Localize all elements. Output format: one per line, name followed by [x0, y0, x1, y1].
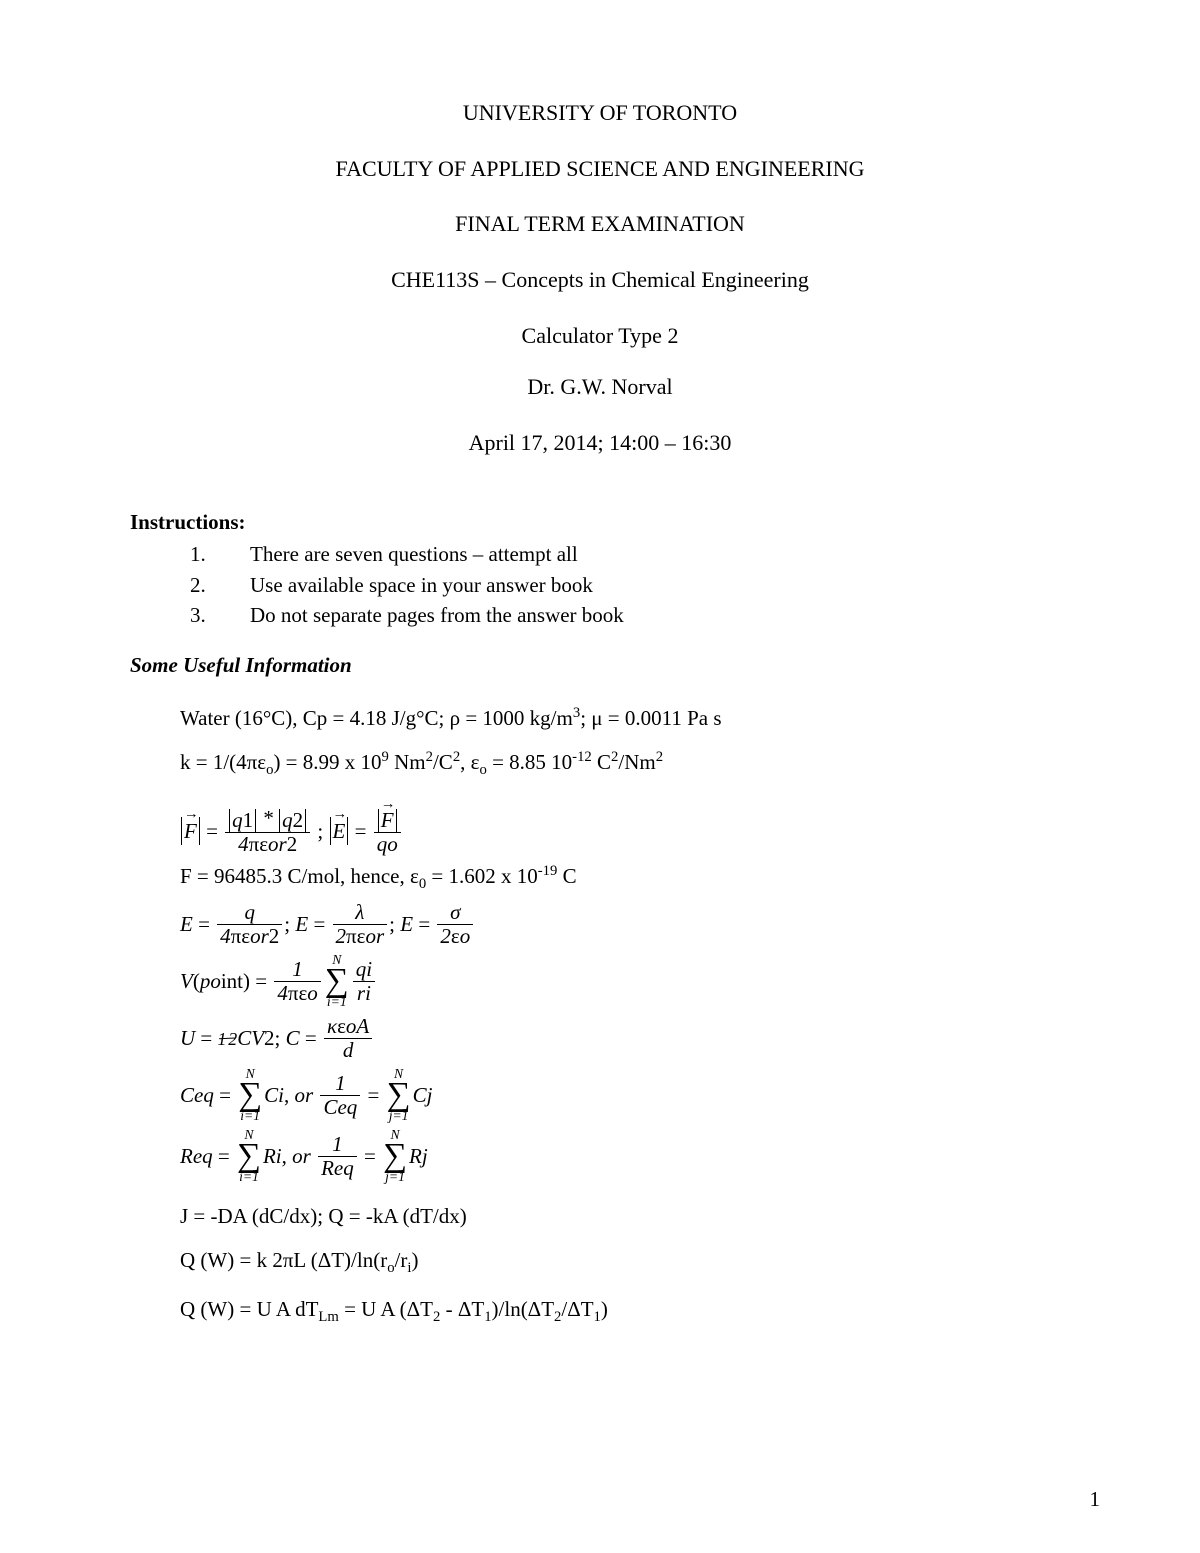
- useful-info-heading: Some Useful Information: [130, 651, 1070, 679]
- text-fragment: k = 1/(4πε: [180, 750, 266, 774]
- calculator-type: Calculator Type 2: [130, 321, 1070, 351]
- instruction-number: 1.: [190, 540, 250, 568]
- exam-page: UNIVERSITY OF TORONTO FACULTY OF APPLIED…: [0, 0, 1200, 1553]
- text-fragment: /r: [395, 1248, 408, 1272]
- formula-block: Water (16°C), Cp = 4.18 J/g°C; ρ = 1000 …: [180, 704, 1070, 1328]
- text-fragment: /Nm: [618, 750, 655, 774]
- instructor-name: Dr. G.W. Norval: [130, 372, 1070, 402]
- text-fragment: Nm: [389, 750, 426, 774]
- text-fragment: Q (W) = U A dT: [180, 1297, 318, 1321]
- text-fragment: /ΔT: [561, 1297, 593, 1321]
- instruction-number: 2.: [190, 571, 250, 599]
- page-number: 1: [1090, 1485, 1101, 1513]
- text-fragment: ): [601, 1297, 608, 1321]
- flux-heat-line: J = -DA (dC/dx); Q = -kA (dT/dx): [180, 1202, 1070, 1230]
- text-fragment: = 8.85 10: [487, 750, 572, 774]
- faculty-name: FACULTY OF APPLIED SCIENCE AND ENGINEERI…: [130, 154, 1070, 184]
- course-code: CHE113S – Concepts in Chemical Engineeri…: [130, 265, 1070, 295]
- resistance-equivalent-formula: Req = N∑i=1 Ri , or 1Req = N∑j=1 Rj: [180, 1129, 1070, 1184]
- text-fragment: - ΔT: [440, 1297, 484, 1321]
- heat-cylinder-line: Q (W) = k 2πL (ΔT)/ln(ro/ri): [180, 1246, 1070, 1279]
- text-fragment: = U A (ΔT: [339, 1297, 433, 1321]
- text-fragment: ; μ = 0.0011 Pa s: [580, 706, 721, 730]
- instruction-number: 3.: [190, 601, 250, 629]
- coulomb-constant-line: k = 1/(4πεo) = 8.99 x 109 Nm2/C2, εo = 8…: [180, 748, 1070, 781]
- text-fragment: C: [557, 864, 576, 888]
- text-fragment: Q (W) = k 2πL (ΔT)/ln(r: [180, 1248, 387, 1272]
- university-name: UNIVERSITY OF TORONTO: [130, 98, 1070, 128]
- instruction-text: Use available space in your answer book: [250, 571, 1070, 599]
- faraday-constant-line: F = 96485.3 C/mol, hence, ε0 = 1.602 x 1…: [180, 862, 1070, 895]
- instruction-item: 2. Use available space in your answer bo…: [190, 571, 1070, 599]
- capacitance-equivalent-formula: Ceq = N∑i=1 Ci , or 1Ceq = N∑j=1 Cj: [180, 1068, 1070, 1123]
- instruction-item: 3. Do not separate pages from the answer…: [190, 601, 1070, 629]
- instruction-text: There are seven questions – attempt all: [250, 540, 1070, 568]
- instruction-item: 1. There are seven questions – attempt a…: [190, 540, 1070, 568]
- text-fragment: C: [592, 750, 611, 774]
- text-fragment: )/ln(ΔT: [492, 1297, 555, 1321]
- text-fragment: Water (16°C), Cp = 4.18 J/g°C; ρ = 1000 …: [180, 706, 573, 730]
- page-header: UNIVERSITY OF TORONTO FACULTY OF APPLIED…: [130, 98, 1070, 458]
- text-fragment: ) = 8.99 x 10: [273, 750, 381, 774]
- potential-formula: V(point) = 1 4πεo N∑i=1 qi ri: [180, 954, 1070, 1009]
- electric-field-formulas: E = q 4πεor2 ; E = λ 2πεor ; E = σ 2εo: [180, 901, 1070, 948]
- coulomb-force-formula: F = q1 * q2 4πεor2 ; E = F qo: [180, 807, 1070, 856]
- instructions-heading: Instructions:: [130, 508, 1070, 536]
- text-fragment: ): [411, 1248, 418, 1272]
- text-fragment: , ε: [460, 750, 479, 774]
- energy-capacitance-formula: U = 1/2 CV2 ; C = κεoA d: [180, 1015, 1070, 1062]
- text-fragment: = 1.602 x 10: [426, 864, 538, 888]
- exam-datetime: April 17, 2014; 14:00 – 16:30: [130, 428, 1070, 458]
- text-fragment: F = 96485.3 C/mol, hence, ε: [180, 864, 419, 888]
- instruction-text: Do not separate pages from the answer bo…: [250, 601, 1070, 629]
- exam-type: FINAL TERM EXAMINATION: [130, 209, 1070, 239]
- water-constants-line: Water (16°C), Cp = 4.18 J/g°C; ρ = 1000 …: [180, 704, 1070, 732]
- instructions-list: 1. There are seven questions – attempt a…: [190, 540, 1070, 629]
- text-fragment: /C: [433, 750, 453, 774]
- heat-transfer-line: Q (W) = U A dTLm = U A (ΔT2 - ΔT1)/ln(ΔT…: [180, 1295, 1070, 1328]
